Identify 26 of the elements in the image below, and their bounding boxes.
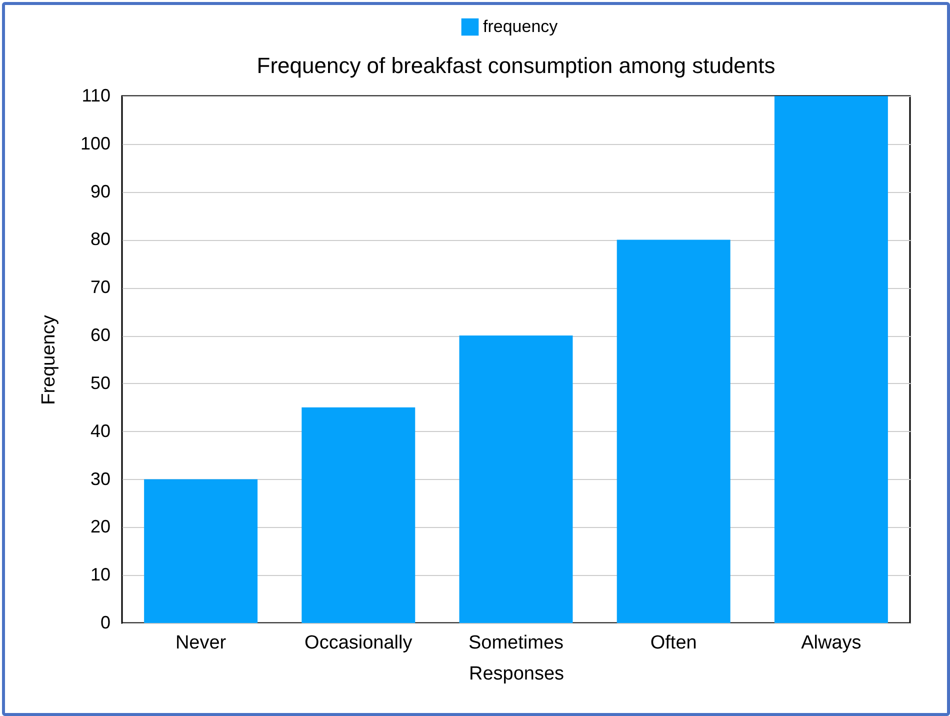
y-tick-label: 10	[90, 564, 110, 585]
bar	[774, 96, 888, 623]
bar	[616, 240, 730, 623]
y-axis-title: Frequency	[38, 314, 60, 405]
y-tick-label: 100	[80, 133, 110, 154]
chart-title: Frequency of breakfast consumption among students	[256, 53, 776, 78]
bar	[144, 479, 258, 623]
y-tick-label: 80	[90, 229, 110, 250]
x-axis-title: Responses	[468, 664, 564, 684]
legend-label: frequency	[483, 17, 558, 36]
y-tick-label: 110	[82, 86, 110, 106]
x-tick-label: Often	[650, 632, 697, 654]
y-tick-label: 40	[90, 420, 110, 441]
y-tick-label: 50	[90, 372, 110, 393]
bar	[459, 336, 573, 623]
bar	[302, 407, 416, 623]
x-tick-label: Always	[801, 632, 862, 654]
y-tick-label: 30	[90, 468, 110, 489]
x-tick-label: Sometimes	[468, 632, 564, 654]
y-tick-label: 90	[90, 181, 110, 202]
x-tick-label: Occasionally	[304, 632, 413, 654]
y-tick-label: 0	[100, 612, 110, 632]
y-tick-label: 60	[90, 325, 110, 346]
y-tick-label: 20	[90, 516, 110, 537]
y-tick-label: 70	[90, 277, 110, 298]
x-tick-label: Never	[175, 632, 227, 654]
